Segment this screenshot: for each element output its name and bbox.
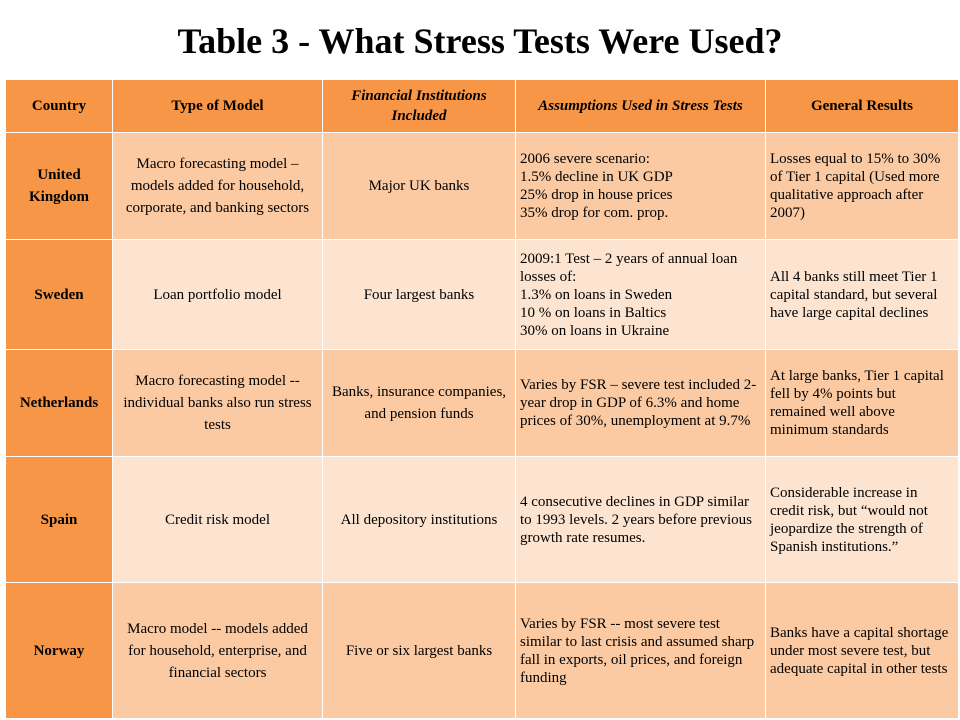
table-row: Spain Credit risk model All depository i… — [5, 456, 959, 583]
results-cell: Considerable increase in credit risk, bu… — [765, 456, 959, 583]
header-model: Type of Model — [112, 79, 323, 133]
country-cell: Sweden — [5, 239, 113, 350]
results-cell: Losses equal to 15% to 30% of Tier 1 cap… — [765, 132, 959, 240]
results-cell: Banks have a capital shortage under most… — [765, 582, 959, 719]
table-row: Norway Macro model -- models added for h… — [5, 582, 959, 719]
country-cell: Netherlands — [5, 349, 113, 457]
stress-tests-table: Country Type of Model Financial Institut… — [5, 79, 959, 719]
model-cell: Macro model -- models added for househol… — [112, 582, 323, 719]
header-row: Country Type of Model Financial Institut… — [5, 79, 959, 133]
header-institutions: Financial Institutions Included — [322, 79, 516, 133]
table-row: United Kingdom Macro forecasting model –… — [5, 132, 959, 240]
institutions-cell: Five or six largest banks — [322, 582, 516, 719]
header-assumptions: Assumptions Used in Stress Tests — [515, 79, 766, 133]
country-cell: Spain — [5, 456, 113, 583]
institutions-cell: Banks, insurance companies, and pension … — [322, 349, 516, 457]
results-cell: All 4 banks still meet Tier 1 capital st… — [765, 239, 959, 350]
assumptions-cell: 4 consecutive declines in GDP similar to… — [515, 456, 766, 583]
model-cell: Macro forecasting model – models added f… — [112, 132, 323, 240]
page-title: Table 3 - What Stress Tests Were Used? — [177, 21, 783, 61]
assumptions-cell: 2009:1 Test – 2 years of annual loan los… — [515, 239, 766, 350]
model-cell: Credit risk model — [112, 456, 323, 583]
table-row: Sweden Loan portfolio model Four largest… — [5, 239, 959, 350]
institutions-cell: All depository institutions — [322, 456, 516, 583]
model-cell: Macro forecasting model -- individual ba… — [112, 349, 323, 457]
institutions-cell: Major UK banks — [322, 132, 516, 240]
table-row: Netherlands Macro forecasting model -- i… — [5, 349, 959, 457]
country-cell: United Kingdom — [5, 132, 113, 240]
assumptions-cell: 2006 severe scenario: 1.5% decline in UK… — [515, 132, 766, 240]
assumptions-cell: Varies by FSR – severe test included 2-y… — [515, 349, 766, 457]
institutions-cell: Four largest banks — [322, 239, 516, 350]
model-cell: Loan portfolio model — [112, 239, 323, 350]
assumptions-cell: Varies by FSR -- most severe test simila… — [515, 582, 766, 719]
results-cell: At large banks, Tier 1 capital fell by 4… — [765, 349, 959, 457]
header-country: Country — [5, 79, 113, 133]
header-results: General Results — [765, 79, 959, 133]
country-cell: Norway — [5, 582, 113, 719]
